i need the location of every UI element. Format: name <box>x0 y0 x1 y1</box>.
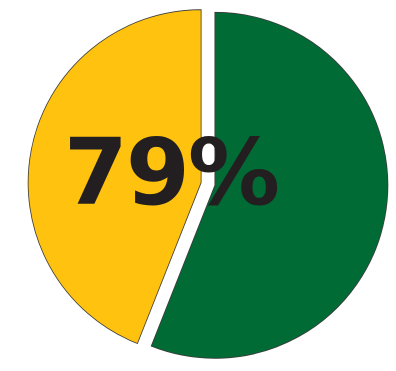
center-percentage-label: 79% <box>64 119 278 226</box>
pie-slices <box>27 9 389 359</box>
pie-slice-2 <box>27 9 202 345</box>
pie-slice-1 <box>150 11 389 359</box>
